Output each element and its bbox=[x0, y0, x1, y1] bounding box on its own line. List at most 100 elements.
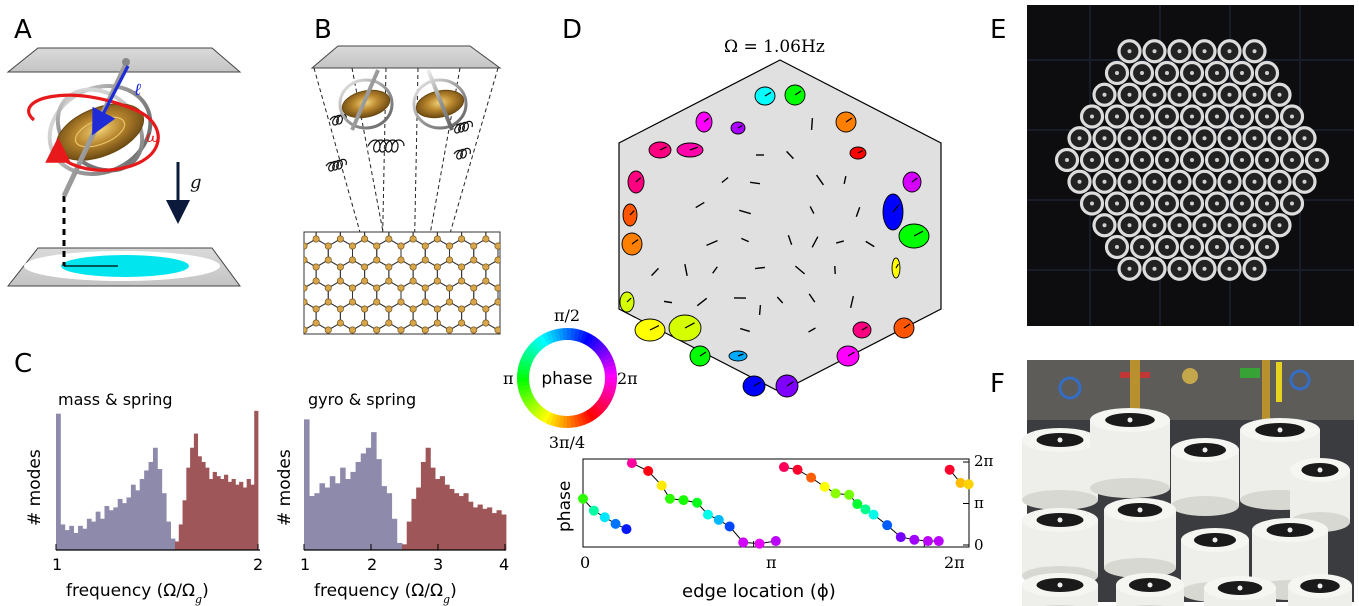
phase-wheel-center: phase bbox=[541, 369, 592, 389]
hist-bar-blue bbox=[148, 461, 154, 550]
lattice-node bbox=[482, 235, 490, 243]
lattice-node bbox=[361, 305, 369, 313]
lattice-node bbox=[361, 235, 369, 243]
lattice-node bbox=[482, 319, 490, 327]
hist-bar-red bbox=[406, 521, 412, 550]
lattice-node bbox=[373, 284, 381, 292]
lattice-node bbox=[373, 256, 381, 264]
lattice-node bbox=[397, 256, 405, 264]
lattice-node bbox=[421, 242, 429, 250]
lattice-node bbox=[385, 319, 393, 327]
lattice-node bbox=[264, 264, 270, 270]
phase-point bbox=[702, 509, 713, 520]
lattice-node bbox=[264, 362, 270, 368]
lattice-node bbox=[277, 257, 283, 263]
lattice-node bbox=[409, 319, 417, 327]
lattice-node bbox=[361, 263, 369, 271]
hist-bar-blue bbox=[122, 503, 127, 550]
hist-bar-red bbox=[420, 461, 427, 550]
lattice-node bbox=[507, 264, 513, 270]
lattice-node bbox=[289, 306, 295, 312]
lattice-node bbox=[433, 235, 441, 243]
hist-bar-blue bbox=[104, 505, 110, 550]
lattice-node bbox=[325, 341, 331, 347]
angular-momentum-arrow bbox=[92, 65, 130, 136]
lattice-node bbox=[470, 298, 478, 306]
lattice-node bbox=[304, 298, 308, 306]
lattice-node bbox=[471, 369, 477, 375]
lattice-node bbox=[348, 326, 356, 334]
phase-point bbox=[860, 504, 871, 515]
lattice-node bbox=[304, 326, 308, 334]
lattice-node bbox=[434, 222, 440, 228]
mode-segment bbox=[663, 300, 673, 304]
phase-point bbox=[922, 536, 933, 547]
lattice-node bbox=[313, 348, 319, 354]
mode-segment bbox=[815, 174, 825, 186]
lattice-node bbox=[324, 284, 332, 292]
lattice-node bbox=[482, 263, 490, 271]
mode-segment bbox=[721, 176, 729, 184]
mode-segment bbox=[739, 209, 751, 215]
c-right-tick-3: 3 bbox=[433, 555, 443, 574]
hist-bar-red bbox=[430, 467, 436, 550]
hist-bar-blue bbox=[334, 483, 341, 550]
lattice-node bbox=[301, 369, 307, 375]
phase-point bbox=[770, 536, 781, 547]
c-right-tick-4: 4 bbox=[499, 555, 509, 574]
hist-bar-blue bbox=[135, 490, 141, 550]
hist-bar-red bbox=[444, 484, 450, 550]
lattice-node bbox=[324, 326, 332, 334]
phase-point bbox=[792, 464, 803, 475]
hist-bar-red bbox=[235, 484, 240, 550]
lattice-node bbox=[519, 285, 525, 291]
lattice-node bbox=[301, 341, 307, 347]
panel-label-b: B bbox=[314, 15, 332, 45]
lattice-node bbox=[409, 305, 417, 313]
hist-bar-blue bbox=[314, 493, 320, 550]
mode-segment bbox=[740, 327, 750, 333]
lattice-node bbox=[446, 201, 452, 207]
hist-bar-red bbox=[178, 524, 183, 550]
lattice-node bbox=[519, 341, 525, 347]
lattice-node bbox=[264, 222, 270, 228]
mode-segment bbox=[741, 237, 749, 243]
hist-bar-blue bbox=[304, 419, 310, 550]
phase-point bbox=[724, 521, 735, 532]
lattice-node bbox=[421, 298, 429, 306]
lattice-node bbox=[458, 194, 464, 200]
hist-bar-blue bbox=[130, 484, 136, 550]
lattice-node bbox=[374, 201, 380, 207]
lattice-node bbox=[398, 369, 404, 375]
lattice-node bbox=[337, 194, 343, 200]
lattice-node bbox=[421, 326, 429, 334]
lattice-node bbox=[409, 277, 417, 285]
hist-bar-red bbox=[212, 471, 217, 550]
phase-point bbox=[778, 462, 789, 473]
lattice-node bbox=[422, 369, 428, 375]
lattice-node bbox=[289, 194, 295, 200]
hist-bar-blue bbox=[78, 525, 83, 550]
mode-segment bbox=[809, 206, 815, 214]
lattice-node bbox=[386, 362, 392, 368]
lattice-node bbox=[434, 348, 440, 354]
lattice-node bbox=[421, 256, 429, 264]
lattice-node bbox=[385, 235, 393, 243]
b-springs bbox=[325, 113, 473, 172]
hist-bar-red bbox=[220, 479, 225, 550]
panel-label-c: C bbox=[14, 349, 32, 379]
lattice-node bbox=[458, 263, 466, 271]
l-symbol: ℓ bbox=[134, 80, 141, 100]
phase-point bbox=[830, 488, 841, 499]
lattice-node bbox=[483, 194, 489, 200]
lattice-node bbox=[312, 235, 320, 243]
lattice-node bbox=[336, 319, 344, 327]
lattice-node bbox=[409, 235, 417, 243]
hist-bar-red bbox=[463, 493, 469, 550]
lattice-node bbox=[445, 326, 453, 334]
hist-bar-red bbox=[175, 541, 180, 550]
lattice-node bbox=[483, 222, 489, 228]
lattice-node bbox=[458, 348, 464, 354]
mode-segment bbox=[855, 207, 861, 217]
lattice-node bbox=[398, 201, 404, 207]
